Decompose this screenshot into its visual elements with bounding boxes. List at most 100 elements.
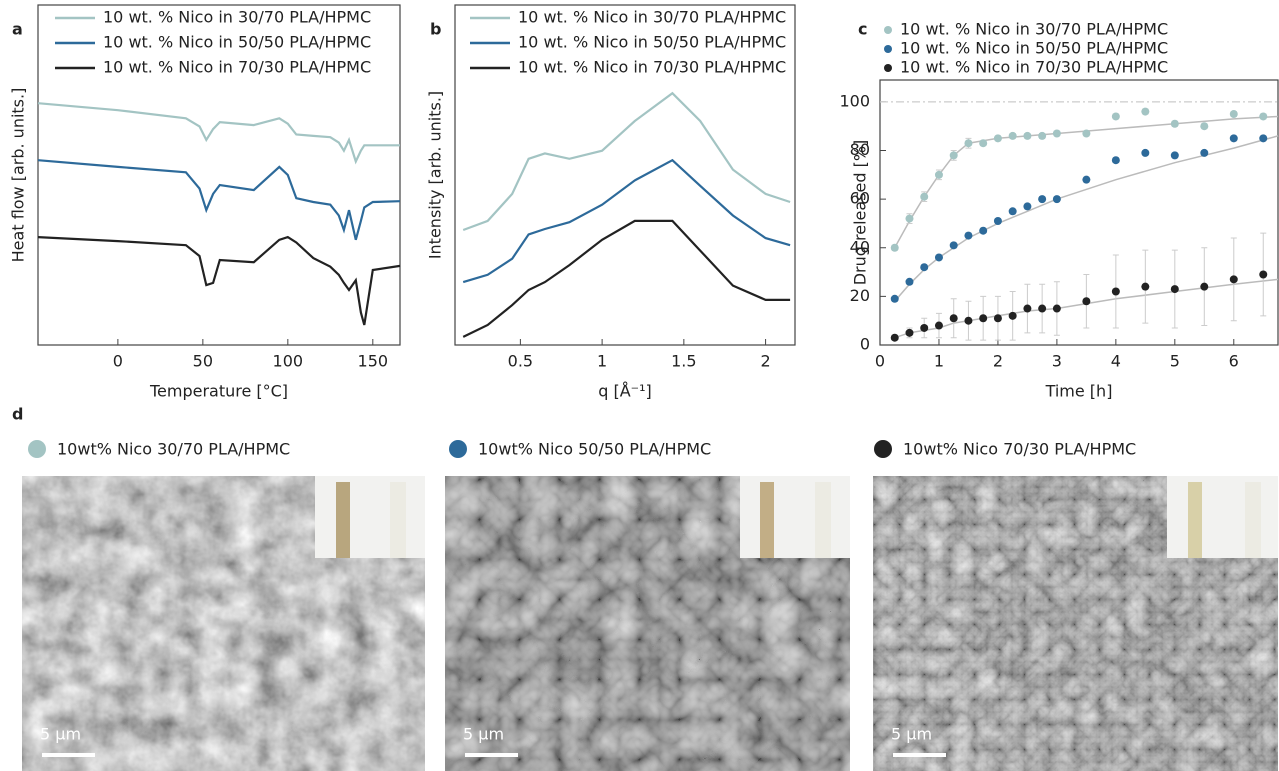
caption-dot [874,440,892,458]
inset-photo [315,476,425,558]
data-point [1230,134,1238,142]
y-axis-title: Heat flow [arb. units.] [9,88,28,263]
y-tick-label: 100 [839,91,870,110]
x-tick-label: 6 [1229,352,1239,371]
data-point [1023,305,1031,313]
x-tick-label: 50 [193,352,213,371]
data-point [1171,120,1179,128]
data-point [994,134,1002,142]
x-tick-label: 0.5 [508,352,533,371]
data-point [1038,195,1046,203]
x-tick-label: 4 [1111,352,1121,371]
data-point [1082,176,1090,184]
caption-dot [449,440,467,458]
x-tick-label: 1 [597,352,607,371]
legend-label: 10 wt. % Nico in 70/30 PLA/HPMC [900,58,1168,77]
x-tick-label: 2 [993,352,1003,371]
data-point [1230,110,1238,118]
plot-frame [38,5,400,345]
data-point [979,227,987,235]
x-tick-label: 5 [1170,352,1180,371]
data-point [1171,285,1179,293]
micrograph-caption: 10wt% Nico 30/70 PLA/HPMC [57,440,290,459]
x-tick-label: 0 [875,352,885,371]
y-axis-title: Drug released [%] [851,140,870,286]
data-point [905,278,913,286]
x-axis-title: Time [h] [1045,382,1113,401]
x-tick-label: 1.5 [671,352,696,371]
legend-swatch [884,64,892,72]
inset-photo [740,476,850,558]
data-point [1082,129,1090,137]
data-line [38,160,400,240]
legend-swatch [884,26,892,34]
x-tick-label: 3 [1052,352,1062,371]
data-point [1200,283,1208,291]
micrograph-images [22,476,1278,771]
data-point [1200,122,1208,130]
scale-bar-label: 5 µm [463,725,504,744]
legend-label: 10 wt. % Nico in 70/30 PLA/HPMC [518,58,786,77]
micrograph-caption: 10wt% Nico 70/30 PLA/HPMC [903,440,1136,459]
data-point [935,322,943,330]
data-point [1230,275,1238,283]
data-point [920,263,928,271]
data-point [891,244,899,252]
y-tick-label: 0 [860,335,870,354]
data-point [935,253,943,261]
data-point [1141,283,1149,291]
data-line [463,93,790,230]
x-tick-label: 0 [113,352,123,371]
panel-letter: d [12,405,23,424]
x-tick-label: 1 [934,352,944,371]
data-point [1112,156,1120,164]
data-point [1141,108,1149,116]
data-point [950,241,958,249]
data-point [994,217,1002,225]
data-point [1259,270,1267,278]
data-point [1009,312,1017,320]
figure: a050100150Temperature [°C]Heat flow [arb… [0,0,1279,771]
data-point [1053,195,1061,203]
data-point [964,317,972,325]
legend-label: 10 wt. % Nico in 50/50 PLA/HPMC [103,33,371,52]
data-line [38,103,400,161]
data-point [1259,112,1267,120]
scale-bar-label: 5 µm [40,725,81,744]
panel-letter: b [430,20,441,39]
scale-bar-label: 5 µm [891,725,932,744]
data-line [38,237,400,325]
x-axis-title: q [Å⁻¹] [598,382,652,401]
data-line [463,160,790,282]
data-point [1112,112,1120,120]
data-point [920,324,928,332]
plot-frame [455,5,795,345]
x-axis-title: Temperature [°C] [149,382,288,401]
data-point [891,334,899,342]
x-tick-label: 100 [273,352,304,371]
legend-label: 10 wt. % Nico in 50/50 PLA/HPMC [900,39,1168,58]
data-point [891,295,899,303]
data-point [1053,129,1061,137]
data-point [905,215,913,223]
data-point [1053,305,1061,313]
data-point [964,139,972,147]
data-point [1141,149,1149,157]
data-point [1112,288,1120,296]
y-axis-title: Intensity [arb. units.] [426,91,445,259]
data-point [1009,207,1017,215]
panel-letter: a [12,20,23,39]
caption-dot [28,440,46,458]
x-tick-label: 150 [358,352,389,371]
data-point [1023,202,1031,210]
inset-photo [1167,476,1278,558]
data-point [1038,132,1046,140]
data-point [920,193,928,201]
data-point [1200,149,1208,157]
micrograph-caption: 10wt% Nico 50/50 PLA/HPMC [478,440,711,459]
data-point [1259,134,1267,142]
data-point [979,139,987,147]
data-point [964,232,972,240]
panel-letter: c [858,20,867,39]
data-point [950,151,958,159]
